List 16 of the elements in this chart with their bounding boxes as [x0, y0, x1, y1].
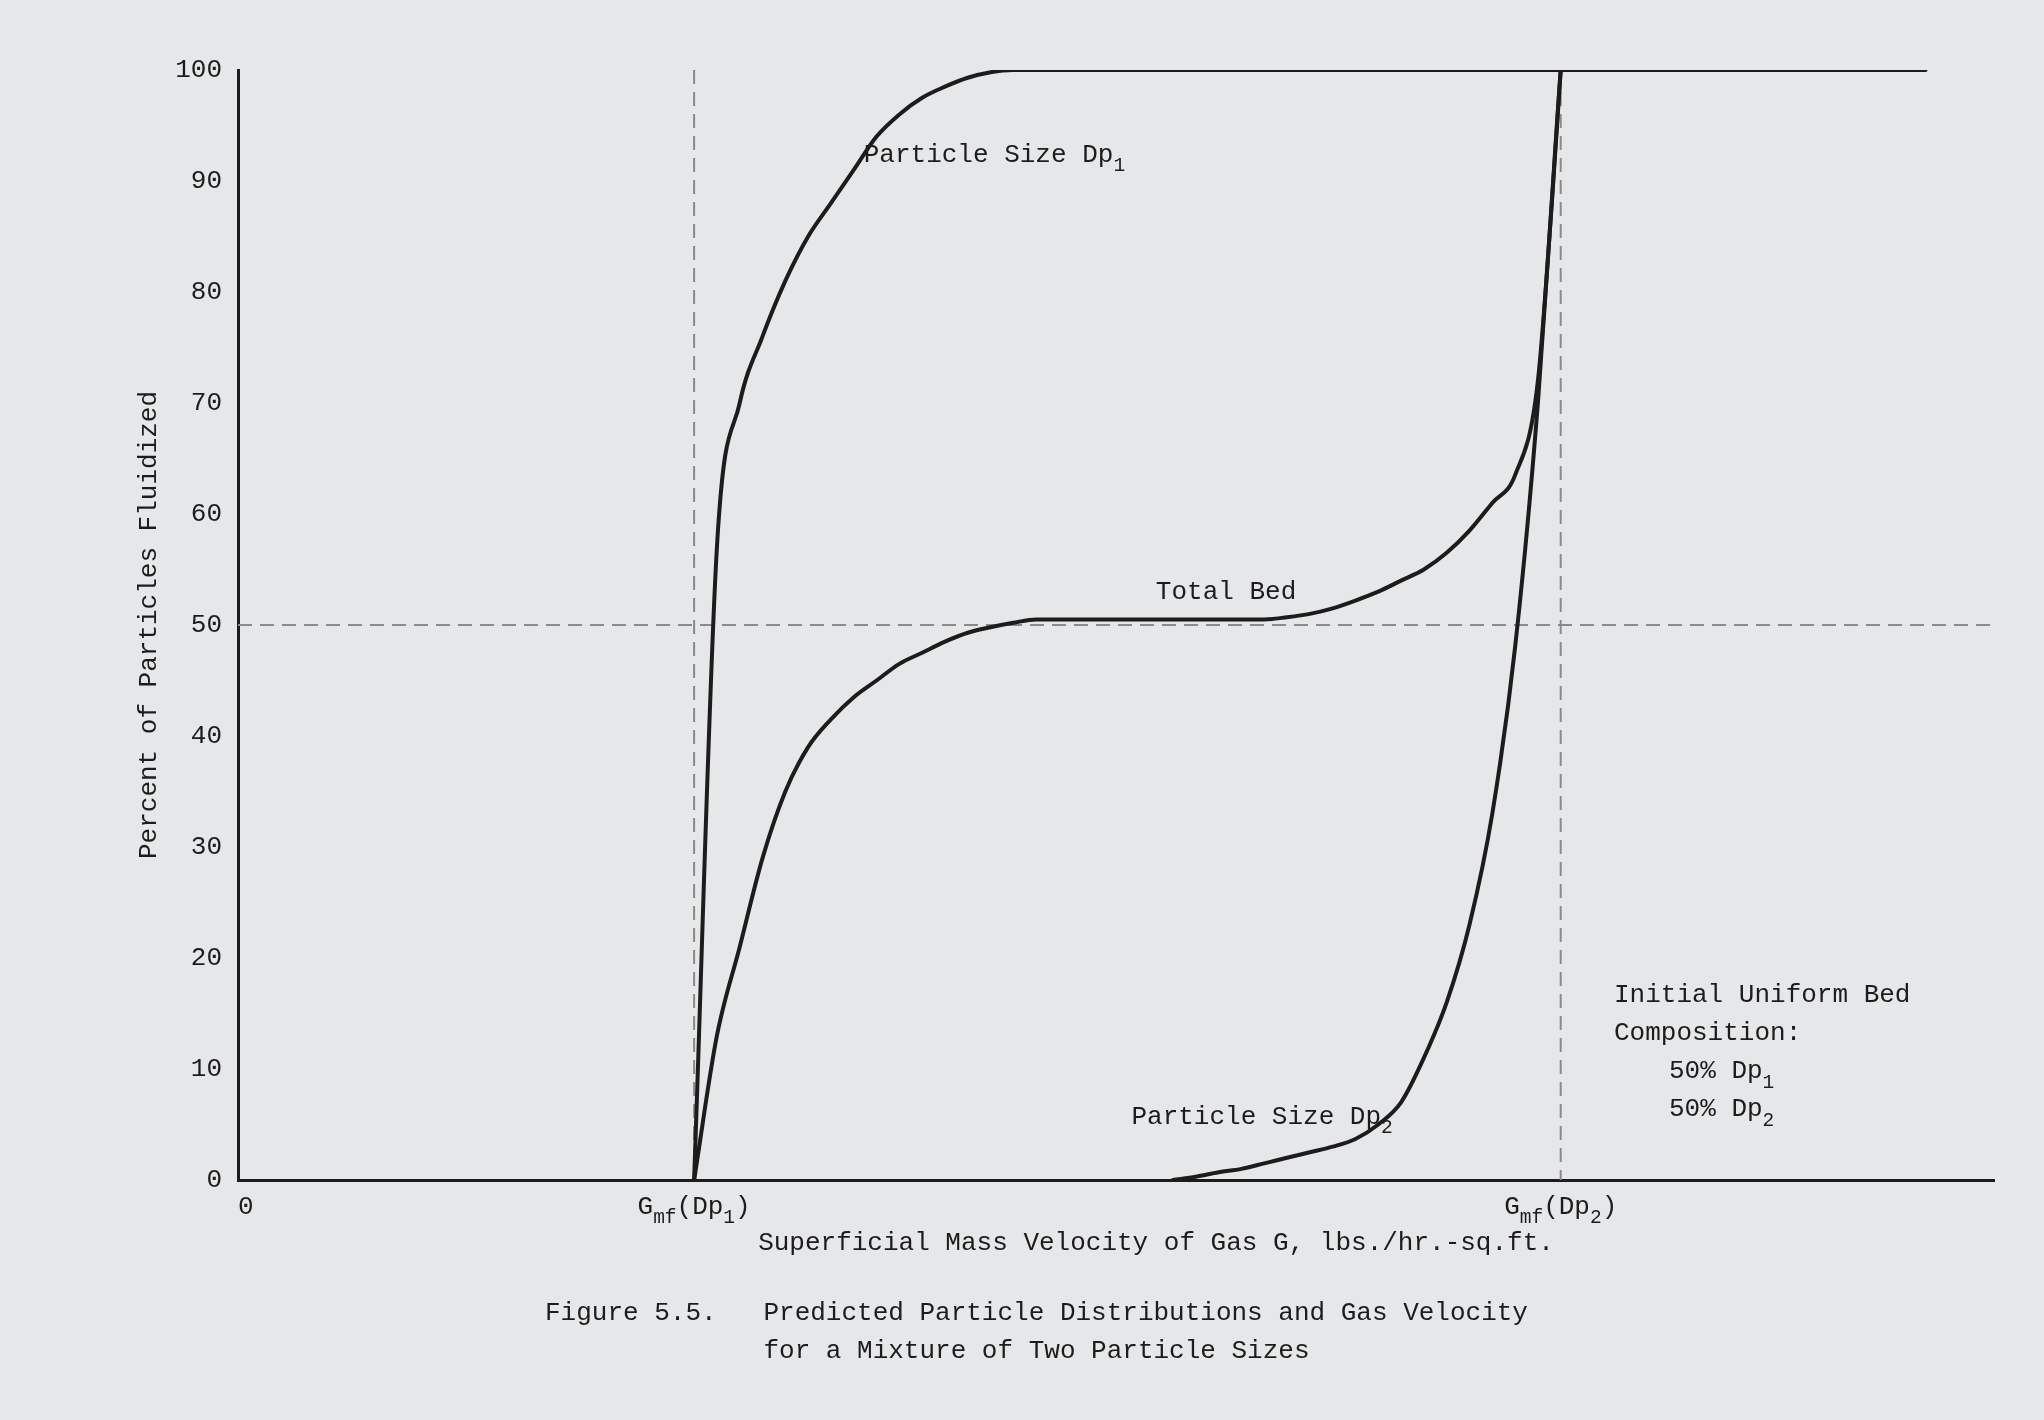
x-axis-title: Superficial Mass Velocity of Gas G, lbs./hr.-sq.ft.: [758, 1228, 1554, 1258]
y-axis-title: Percent of Particles Fluidized: [134, 390, 165, 860]
y-tick-label: 20: [190, 942, 223, 973]
y-tick-label: 0: [206, 1164, 223, 1195]
y-tick-label: 50: [190, 609, 223, 640]
y-tick-label: 60: [190, 498, 223, 529]
y-tick-label: 80: [190, 276, 223, 307]
y-tick-label: 70: [190, 387, 223, 418]
y-tick-label: 90: [190, 165, 223, 196]
y-tick-label: 40: [190, 720, 223, 751]
y-tick-label: 10: [190, 1053, 223, 1084]
x-tick-label: 0: [238, 1192, 254, 1222]
y-tick-label: 100: [175, 54, 223, 85]
y-tick-label: 30: [190, 831, 223, 862]
caption: Figure 5.5. Predicted Particle Distributions and Gas Velocity for a Mixture of Two Particle Sizes: [545, 1298, 1528, 1366]
series-label: Total Bed: [1155, 577, 1297, 608]
